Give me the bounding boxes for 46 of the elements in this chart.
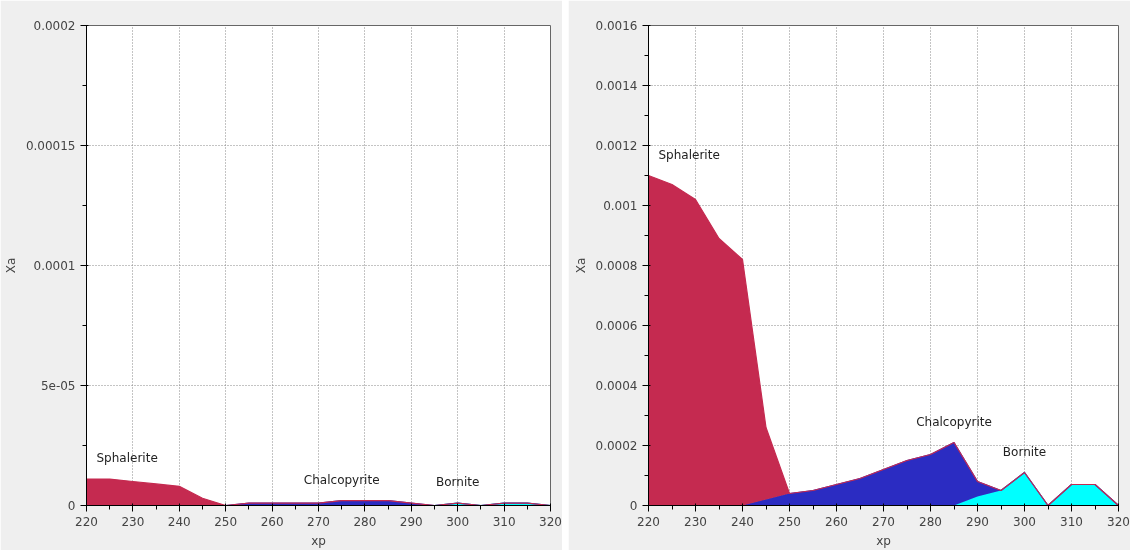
x-tick-label: 290 (966, 514, 989, 529)
series-label: Chalcopyrite (303, 472, 380, 487)
y-tick-label: 0.0008 (595, 259, 638, 273)
x-tick-label: 260 (260, 514, 284, 529)
y-tick-label: 0.0002 (33, 19, 76, 33)
x-tick-label: 230 (684, 514, 707, 529)
series-label: Bornite (1002, 444, 1047, 459)
y-tick-label: 0.0012 (595, 139, 638, 153)
series-label: Sphalerite (658, 147, 720, 162)
y-tick-label: 0.0016 (595, 19, 638, 33)
x-axis-title: xp (311, 533, 326, 548)
x-tick-label: 300 (446, 514, 470, 529)
x-tick-label: 290 (399, 514, 423, 529)
x-tick-label: 280 (919, 514, 942, 529)
y-axis-title: Xa (3, 257, 18, 274)
x-tick-label: 280 (353, 514, 377, 529)
x-tick-label: 220 (75, 514, 98, 529)
x-tick-label: 240 (167, 514, 191, 529)
x-tick-label: 310 (492, 514, 516, 529)
y-tick-label: 0.0006 (595, 319, 638, 333)
x-axis-title: xp (876, 533, 891, 548)
x-tick-label: 230 (121, 514, 145, 529)
y-tick-label: 0.001 (603, 199, 638, 213)
y-tick-label: 0 (67, 499, 76, 513)
series-label: Chalcopyrite (916, 414, 992, 429)
x-tick-label: 270 (307, 514, 330, 529)
y-tick-label: 0.00015 (25, 139, 76, 153)
y-tick-label: 5e-05 (40, 379, 76, 393)
x-tick-label: 320 (539, 514, 562, 529)
y-tick-label: 0.0001 (33, 259, 76, 273)
y-tick-label: 0.0002 (595, 439, 638, 453)
x-tick-label: 260 (825, 514, 848, 529)
y-tick-label: 0.0014 (595, 79, 638, 93)
x-tick-label: 320 (1107, 514, 1130, 529)
series-label: Bornite (436, 475, 480, 490)
y-tick-label: 0 (629, 499, 638, 513)
x-tick-label: 270 (872, 514, 895, 529)
y-tick-label: 0.0004 (595, 379, 638, 393)
x-tick-label: 250 (778, 514, 801, 529)
x-tick-label: 300 (1013, 514, 1036, 529)
x-tick-label: 220 (637, 514, 660, 529)
x-tick-label: 240 (731, 514, 754, 529)
x-tick-label: 250 (214, 514, 238, 529)
y-axis-title: Xa (573, 257, 588, 274)
x-tick-label: 310 (1060, 514, 1083, 529)
series-label: Sphalerite (96, 451, 158, 466)
